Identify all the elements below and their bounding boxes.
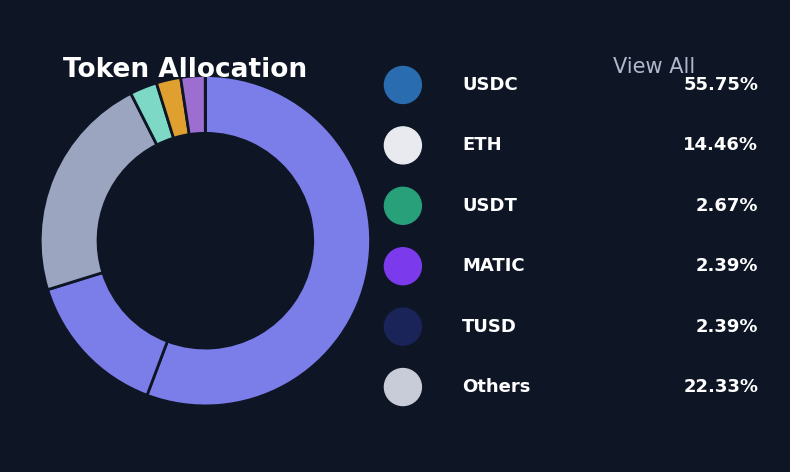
Text: 55.75%: 55.75% xyxy=(683,76,758,94)
Wedge shape xyxy=(147,76,371,406)
Text: 2.67%: 2.67% xyxy=(696,197,758,215)
Text: Token Allocation: Token Allocation xyxy=(63,57,307,83)
Text: USDC: USDC xyxy=(462,76,518,94)
Text: View All: View All xyxy=(613,57,695,76)
Text: 14.46%: 14.46% xyxy=(683,136,758,154)
Text: 2.39%: 2.39% xyxy=(696,257,758,275)
Wedge shape xyxy=(181,76,205,135)
Circle shape xyxy=(385,248,421,285)
Text: Others: Others xyxy=(462,378,531,396)
Text: MATIC: MATIC xyxy=(462,257,525,275)
Text: 22.33%: 22.33% xyxy=(683,378,758,396)
Circle shape xyxy=(385,187,421,224)
Circle shape xyxy=(385,67,421,103)
Text: TUSD: TUSD xyxy=(462,318,517,336)
Circle shape xyxy=(385,369,421,405)
Wedge shape xyxy=(156,77,190,138)
Wedge shape xyxy=(40,93,157,290)
Wedge shape xyxy=(131,83,174,145)
Wedge shape xyxy=(47,272,167,395)
Text: 2.39%: 2.39% xyxy=(696,318,758,336)
Text: ETH: ETH xyxy=(462,136,502,154)
Circle shape xyxy=(385,308,421,345)
Circle shape xyxy=(385,127,421,164)
Text: USDT: USDT xyxy=(462,197,517,215)
